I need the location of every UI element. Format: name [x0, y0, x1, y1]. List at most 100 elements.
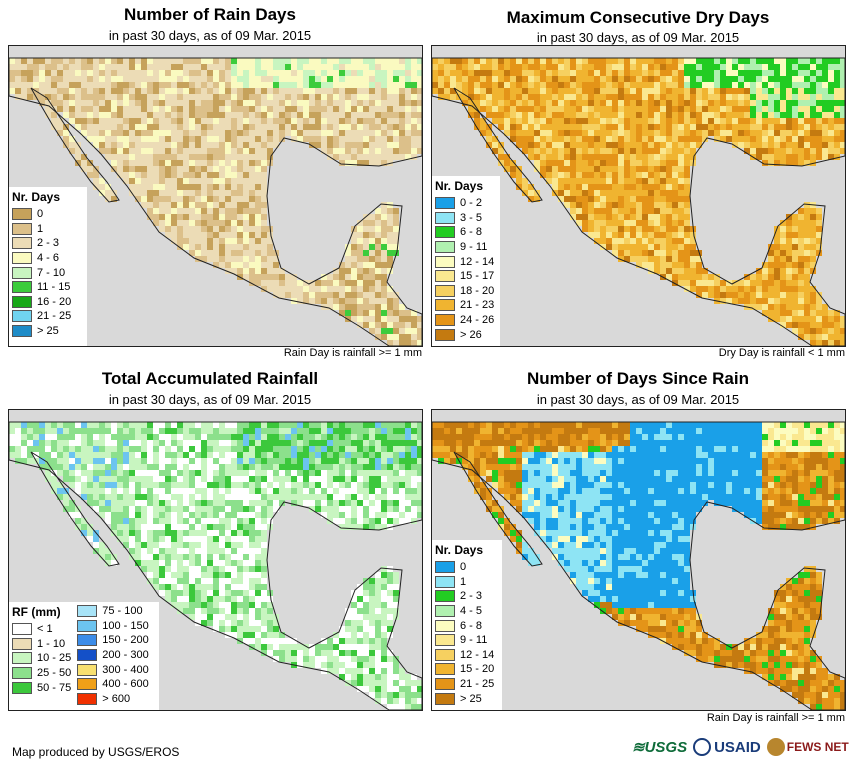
- raster-cell: [213, 494, 219, 500]
- raster-cell: [183, 494, 189, 500]
- raster-cell: [267, 136, 273, 142]
- raster-cell: [135, 560, 141, 566]
- raster-cell: [648, 220, 654, 226]
- raster-cell: [135, 100, 141, 106]
- raster-cell: [255, 470, 261, 476]
- raster-cell: [21, 428, 27, 434]
- raster-cell: [141, 160, 147, 166]
- raster-cell: [231, 244, 237, 250]
- raster-cell: [840, 322, 845, 328]
- raster-cell: [564, 184, 570, 190]
- raster-cell: [444, 64, 450, 70]
- raster-cell: [147, 208, 153, 214]
- raster-cell: [570, 148, 576, 154]
- raster-cell: [141, 458, 147, 464]
- raster-cell: [177, 482, 183, 488]
- raster-cell: [363, 322, 369, 328]
- raster-cell: [624, 124, 630, 130]
- raster-cell: [93, 464, 99, 470]
- raster-cell: [219, 100, 225, 106]
- raster-cell: [225, 458, 231, 464]
- raster-cell: [351, 142, 357, 148]
- raster-cell: [267, 82, 273, 88]
- raster-cell: [804, 112, 810, 118]
- raster-cell: [393, 476, 399, 482]
- raster-cell: [195, 524, 201, 530]
- raster-cell: [333, 506, 339, 512]
- raster-cell: [93, 172, 99, 178]
- raster-cell: [432, 70, 438, 76]
- raster-cell: [624, 166, 630, 172]
- raster-cell: [261, 554, 267, 560]
- raster-cell: [780, 58, 786, 64]
- raster-cell: [129, 512, 135, 518]
- raster-cell: [255, 464, 261, 470]
- raster-cell: [576, 160, 582, 166]
- raster-cell: [249, 434, 255, 440]
- raster-cell: [327, 148, 333, 154]
- raster-cell: [93, 446, 99, 452]
- raster-cell: [189, 608, 195, 614]
- raster-cell: [57, 82, 63, 88]
- panel-2-subtitle: in past 30 days, as of 09 Mar. 2015: [536, 30, 740, 45]
- raster-cell: [393, 328, 399, 334]
- raster-cell: [387, 596, 393, 602]
- raster-cell: [798, 286, 804, 292]
- raster-cell: [792, 154, 798, 160]
- raster-cell: [147, 536, 153, 542]
- raster-cell: [249, 524, 255, 530]
- raster-cell: [291, 82, 297, 88]
- raster-cell: [165, 476, 171, 482]
- raster-cell: [135, 166, 141, 172]
- raster-cell: [558, 118, 564, 124]
- raster-cell: [393, 464, 399, 470]
- raster-cell: [75, 148, 81, 154]
- raster-cell: [798, 64, 804, 70]
- raster-cell: [123, 178, 129, 184]
- raster-cell: [726, 292, 732, 298]
- raster-cell: [141, 566, 147, 572]
- raster-cell: [672, 106, 678, 112]
- raster-cell: [165, 148, 171, 154]
- raster-cell: [327, 494, 333, 500]
- raster-cell: [351, 244, 357, 250]
- raster-cell: [834, 328, 840, 334]
- raster-cell: [213, 452, 219, 458]
- raster-cell: [834, 124, 840, 130]
- raster-cell: [369, 458, 375, 464]
- raster-cell: [129, 518, 135, 524]
- raster-cell: [816, 142, 822, 148]
- raster-cell: [393, 112, 399, 118]
- raster-cell: [123, 88, 129, 94]
- raster-cell: [195, 566, 201, 572]
- raster-cell: [153, 172, 159, 178]
- raster-cell: [267, 58, 273, 64]
- raster-cell: [405, 476, 411, 482]
- raster-cell: [387, 328, 393, 334]
- raster-cell: [648, 154, 654, 160]
- raster-cell: [684, 238, 690, 244]
- raster-cell: [588, 124, 594, 130]
- raster-cell: [381, 94, 387, 100]
- raster-cell: [696, 124, 702, 130]
- raster-cell: [183, 178, 189, 184]
- raster-cell: [726, 76, 732, 82]
- raster-cell: [147, 106, 153, 112]
- raster-cell: [183, 208, 189, 214]
- raster-cell: [690, 76, 696, 82]
- raster-cell: [189, 512, 195, 518]
- raster-cell: [219, 166, 225, 172]
- raster-cell: [225, 518, 231, 524]
- raster-cell: [522, 82, 528, 88]
- raster-cell: [606, 208, 612, 214]
- raster-cell: [369, 596, 375, 602]
- raster-cell: [648, 82, 654, 88]
- raster-cell: [105, 518, 111, 524]
- raster-cell: [249, 256, 255, 262]
- raster-cell: [153, 118, 159, 124]
- raster-cell: [207, 548, 213, 554]
- raster-cell: [201, 58, 207, 64]
- raster-cell: [744, 58, 750, 64]
- raster-cell: [411, 512, 417, 518]
- raster-cell: [774, 160, 780, 166]
